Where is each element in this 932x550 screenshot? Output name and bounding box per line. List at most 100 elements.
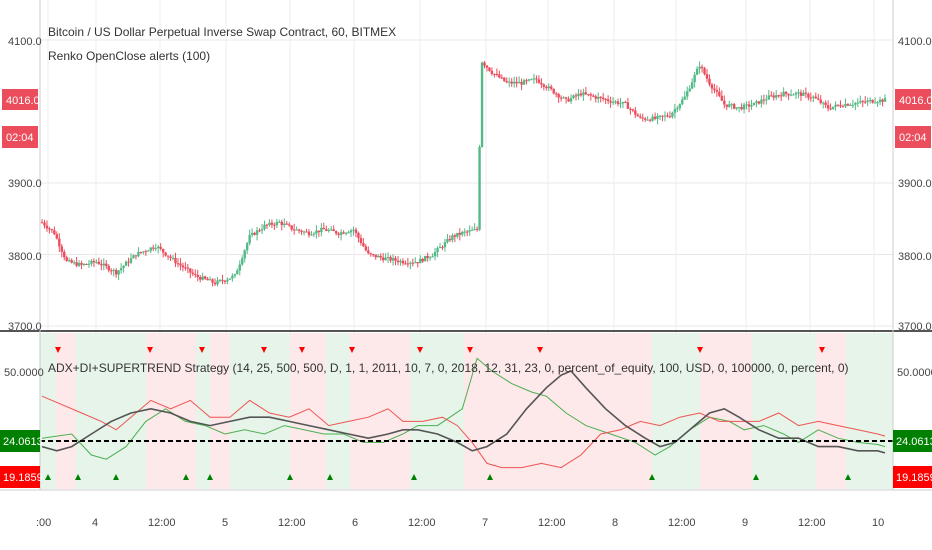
indicator-red-badge-left: 19.1859	[0, 466, 43, 488]
candle-body	[421, 258, 424, 262]
candle-body	[849, 104, 852, 106]
candle-body	[512, 81, 516, 84]
sell-marker	[299, 347, 305, 353]
candle-body	[866, 100, 869, 102]
candle-body	[760, 99, 763, 104]
sell-marker	[819, 347, 825, 353]
candle-body	[112, 270, 115, 272]
candle-body	[493, 73, 496, 75]
candle-body	[330, 229, 333, 231]
indicator-red-badge-right: 19.1859	[893, 466, 932, 488]
candle-body	[584, 92, 588, 95]
candle-body	[545, 86, 548, 89]
sell-marker	[697, 347, 703, 353]
svg-text:19.1859: 19.1859	[3, 472, 43, 484]
candle-body	[587, 94, 590, 96]
time-label-2: 12:00	[148, 517, 176, 529]
candle-body	[45, 225, 49, 229]
candle-body	[255, 230, 259, 235]
candle-body	[648, 119, 652, 121]
buy-marker	[45, 474, 51, 480]
candle-body	[779, 95, 783, 97]
buy-marker	[327, 474, 333, 480]
svg-text:19.1859: 19.1859	[896, 472, 932, 484]
candle-body	[488, 67, 491, 71]
strategy-label: ADX+DI+SUPERTREND Strategy (14, 25, 500,…	[48, 361, 848, 375]
candle-body	[253, 232, 256, 235]
candle-body	[166, 255, 170, 257]
candle-body	[698, 66, 701, 69]
candle-body	[555, 93, 558, 95]
svg-text:4016.0: 4016.0	[6, 95, 40, 107]
candle-body	[129, 258, 133, 263]
indicator-tick-50-left: 50.0000	[4, 367, 44, 379]
candle-body	[184, 267, 187, 269]
candle-body	[597, 96, 600, 99]
indicator-band-17	[816, 333, 846, 489]
time-label-4: 12:00	[278, 517, 306, 529]
time-label-9: 8	[612, 517, 618, 529]
time-label-0: :00	[36, 517, 51, 529]
candle-body	[839, 105, 842, 107]
candle-body	[144, 251, 148, 253]
indicator-lines	[41, 357, 886, 469]
indicator-pane[interactable]: ADX+DI+SUPERTREND Strategy (14, 25, 500,…	[40, 333, 893, 489]
signal-markers	[45, 347, 851, 480]
candle-body	[77, 262, 81, 266]
price-axis-left[interactable]: 4100.0 3900.0 3800.0 3700.0	[8, 36, 42, 333]
candle-body	[312, 233, 316, 235]
candle-body	[794, 92, 798, 95]
candle-body	[868, 99, 872, 101]
time-label-11: 9	[742, 517, 748, 529]
candle-body	[344, 232, 348, 234]
candle-body	[466, 231, 469, 233]
candle-body	[503, 77, 506, 82]
price-pane[interactable]: Bitcoin / US Dollar Perpetual Inverse Sw…	[0, 0, 932, 490]
candle-body	[671, 112, 674, 117]
candle-body	[105, 263, 108, 266]
candle-body	[589, 94, 593, 96]
candle-body	[203, 276, 207, 279]
time-axis[interactable]: :00 4 12:00 5 12:00 6 12:00 7 12:00 8 12…	[36, 517, 884, 529]
time-label-5: 6	[352, 517, 358, 529]
svg-text:24.0613: 24.0613	[896, 436, 932, 448]
candle-body	[186, 267, 190, 269]
candle-body	[48, 228, 51, 230]
candle-body	[789, 94, 793, 96]
time-label-7: 7	[482, 517, 488, 529]
candle-body	[283, 223, 286, 226]
candle-body	[658, 115, 662, 117]
di-minus-line	[41, 395, 886, 469]
price-tick-4100-left: 4100.0	[8, 36, 42, 48]
candle-body	[522, 80, 526, 85]
candle-body	[137, 252, 140, 257]
candle-body	[821, 102, 825, 104]
candle-body	[708, 78, 711, 85]
indicator-band-16	[752, 333, 816, 489]
candle-body	[297, 229, 301, 231]
candle-body	[194, 273, 197, 275]
candle-body	[354, 229, 358, 233]
candle-body	[856, 102, 860, 104]
candle-body	[458, 232, 461, 235]
candle-body	[824, 102, 827, 106]
price-axis-right[interactable]: 4100.0 3900.0 3800.0 3700.0	[898, 36, 932, 333]
buy-marker	[845, 474, 851, 480]
candle-body	[154, 248, 157, 250]
candle-body	[423, 255, 427, 262]
candle-body	[527, 79, 531, 81]
candle-body	[530, 79, 533, 81]
candle-body	[859, 101, 862, 103]
candle-body	[270, 222, 274, 225]
candle-body	[861, 101, 864, 103]
sell-marker	[147, 347, 153, 353]
candle-body	[550, 86, 553, 89]
candle-body	[433, 251, 437, 257]
candle-body	[463, 231, 466, 233]
candle-body	[641, 117, 644, 119]
svg-text:4016.0: 4016.0	[899, 95, 932, 107]
candle-body	[426, 255, 429, 259]
indicator-band-13	[536, 333, 652, 489]
candle-body	[690, 82, 694, 89]
candle-body	[577, 93, 580, 96]
